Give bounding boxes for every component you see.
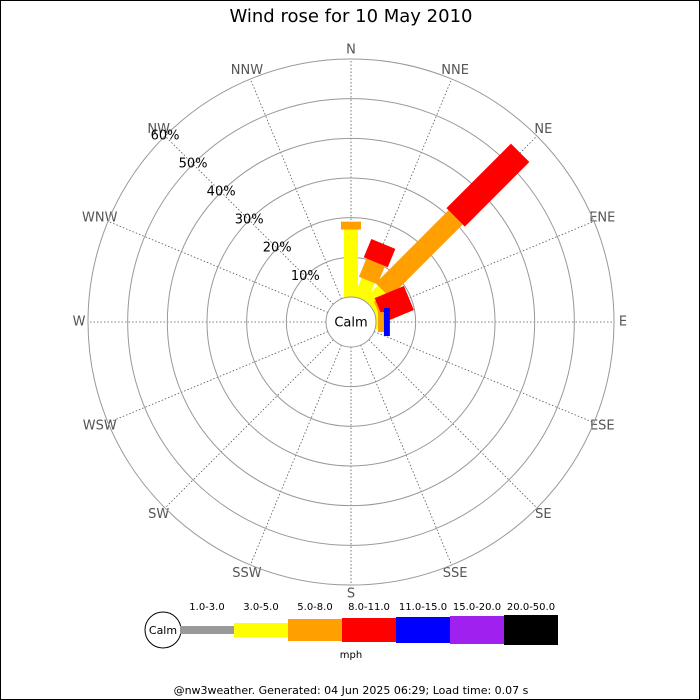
direction-label: SE	[535, 507, 551, 522]
legend-swatch	[342, 618, 396, 642]
wind-bar	[363, 285, 388, 310]
legend-label: 5.0-8.0	[297, 602, 332, 613]
ring-label: 40%	[207, 185, 236, 200]
calm-circle	[325, 296, 377, 348]
ring-label: 10%	[291, 269, 320, 284]
legend-label: 3.0-5.0	[243, 602, 278, 613]
legend: Calm mph 1.0-3.0 3.0-5.0 5.0-8.0 8.0-11.0 11…	[144, 602, 558, 661]
direction-label: NW	[147, 122, 170, 137]
direction-label: SW	[148, 507, 169, 522]
wind-bar	[376, 315, 378, 329]
direction-label: S	[347, 587, 355, 602]
legend-swatch	[288, 619, 342, 641]
bars	[341, 143, 530, 336]
legend-swatch	[234, 623, 288, 637]
wind-bar	[383, 308, 390, 336]
legend-label: 20.0-50.0	[507, 602, 555, 613]
direction-label: E	[619, 315, 627, 330]
wind-bar	[375, 210, 463, 298]
grid-ring	[206, 177, 496, 467]
legend-swatch	[396, 617, 450, 643]
wind-bar	[344, 229, 358, 297]
legend-label: 15.0-20.0	[453, 602, 501, 613]
wind-bar	[363, 238, 396, 268]
wind-bar	[358, 258, 385, 285]
direction-label: SSW	[232, 566, 262, 581]
legend-unit: mph	[340, 650, 362, 661]
wind-bar	[446, 143, 530, 227]
calm-label: Calm	[334, 316, 367, 331]
chart-title: Wind rose for 10 May 2010	[230, 6, 473, 27]
footer: @nw3weather. Generated: 04 Jun 2025 06:2…	[174, 684, 529, 697]
wind-bar	[377, 312, 384, 332]
ring-label: 20%	[263, 241, 292, 256]
direction-label: N	[346, 43, 356, 58]
legend-label: 11.0-15.0	[399, 602, 447, 613]
ring-label: 30%	[235, 213, 264, 228]
legend-swatch	[504, 615, 558, 645]
direction-label: WNW	[82, 210, 118, 225]
polar-grid: NNNENEENEEESESESSESSSWSWWSWWWNWNWNNW10%2…	[73, 43, 628, 602]
legend-label: 1.0-3.0	[189, 602, 224, 613]
direction-label: SSE	[443, 566, 468, 581]
legend-label: 8.0-11.0	[348, 602, 390, 613]
direction-label: W	[73, 315, 86, 330]
ring-label: 50%	[179, 157, 208, 172]
grid-ring	[166, 137, 536, 507]
direction-label: NNE	[441, 63, 469, 78]
wind-bar	[354, 277, 375, 302]
grid-ring	[87, 58, 615, 586]
direction-label: NNW	[231, 63, 263, 78]
direction-label: ESE	[590, 419, 615, 434]
ring-label: 60%	[151, 129, 180, 144]
direction-label: ENE	[589, 210, 615, 225]
direction-label: NE	[534, 122, 552, 137]
wind-bar	[341, 221, 361, 230]
legend-swatch	[180, 626, 234, 634]
grid-ring	[246, 217, 456, 427]
legend-swatch	[450, 616, 504, 644]
legend-calm-label: Calm	[149, 624, 177, 637]
grid-ring	[127, 98, 575, 546]
